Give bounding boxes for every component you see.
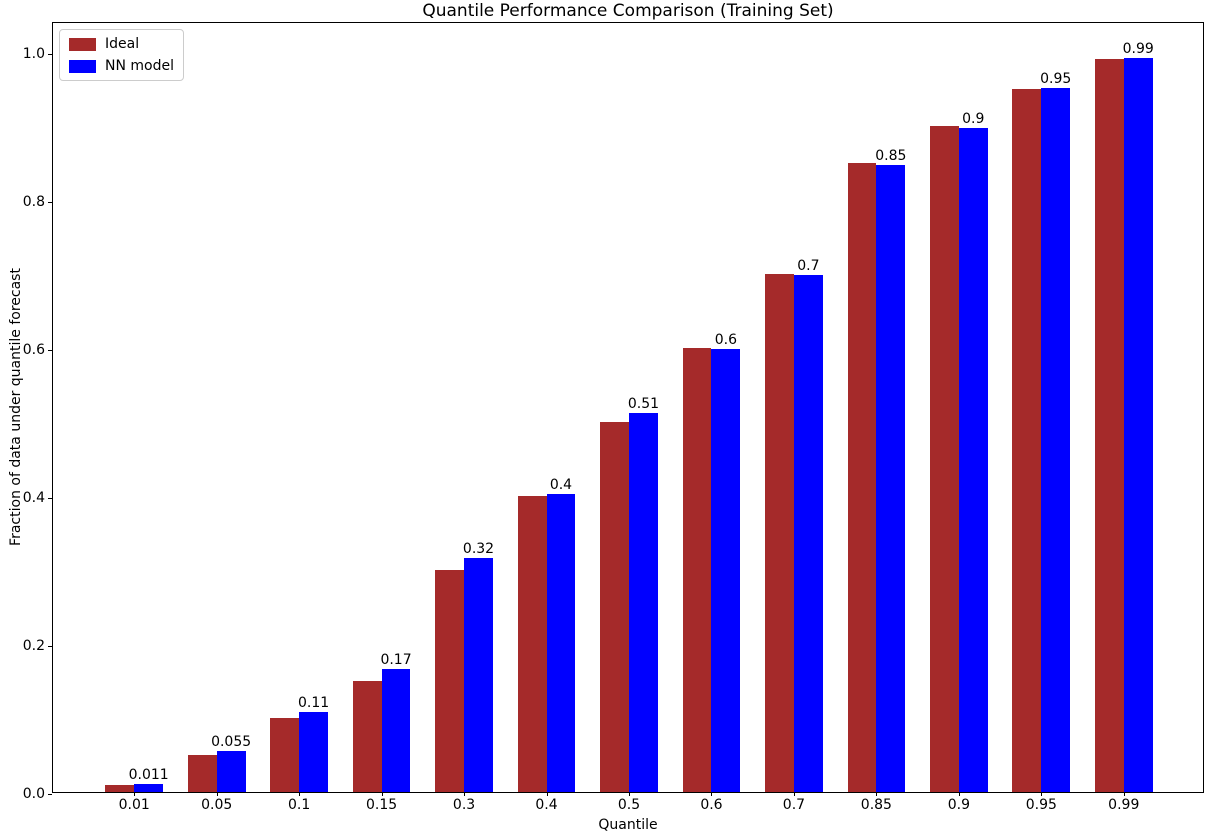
chart-title: Quantile Performance Comparison (Trainin… (422, 1, 834, 21)
x-tick (216, 792, 218, 796)
plot-area: Ideal NN model 0.011 0.055 0.11 0.17 0.32 0.4… (23, 22, 1204, 813)
x-tick-label-0.6: 0.6 (700, 797, 723, 813)
bar-nn-model-0.9 (958, 128, 988, 792)
x-tick-label-0.1: 0.1 (288, 797, 311, 813)
legend-item-nn-model: NN model (69, 58, 174, 74)
x-tick-label-0.4: 0.4 (535, 797, 558, 813)
x-tick (134, 792, 136, 796)
bar-value-label-0.99: 0.99 (1122, 40, 1154, 57)
bar-nn-model-0.3 (464, 558, 493, 792)
bar-nn-model-0.5 (629, 413, 658, 792)
x-tick-label-0.01: 0.01 (118, 797, 150, 813)
x-tick-label-0.3: 0.3 (452, 797, 476, 813)
y-axis-label: Fraction of data under quantile forecast (8, 268, 24, 546)
bar-ideal-0.9 (929, 126, 959, 792)
legend: Ideal NN model (59, 29, 184, 81)
y-tick (48, 349, 52, 351)
bar-ideal-0.6 (682, 348, 712, 792)
bar-ideal-0.4 (517, 496, 547, 792)
x-tick (876, 792, 878, 796)
bar-nn-model-0.85 (876, 165, 906, 792)
bar-nn-model-0.99 (1123, 57, 1153, 792)
y-tick-label: 0.6 (22, 342, 45, 358)
x-tick (546, 792, 548, 796)
bar-value-label-0.5: 0.51 (627, 396, 660, 413)
x-tick-label-0.85: 0.85 (860, 797, 892, 813)
bar-ideal-0.15 (352, 681, 382, 792)
bar-value-label-0.1: 0.11 (297, 695, 330, 712)
bar-value-label-0.01: 0.011 (128, 766, 169, 783)
y-tick-label: 0.2 (22, 638, 45, 654)
x-tick (711, 792, 713, 796)
y-tick-label: 1.0 (22, 46, 45, 62)
y-tick (48, 497, 52, 499)
bar-value-label-0.05: 0.055 (211, 734, 252, 751)
bar-ideal-0.05 (187, 755, 217, 792)
legend-item-ideal: Ideal (69, 36, 174, 52)
bar-nn-model-0.6 (711, 349, 741, 792)
bar-ideal-0.3 (435, 570, 465, 792)
bar-value-label-0.15: 0.17 (380, 652, 412, 669)
x-tick (1123, 792, 1125, 796)
y-tick (48, 793, 52, 795)
bar-nn-model-0.95 (1041, 88, 1071, 792)
bar-ideal-0.01 (105, 784, 135, 792)
bar-ideal-0.99 (1094, 59, 1124, 792)
bar-nn-model-0.15 (381, 669, 411, 792)
bar-value-label-0.4: 0.4 (549, 476, 573, 493)
bar-ideal-0.7 (765, 274, 794, 792)
legend-label-ideal: Ideal (105, 36, 140, 52)
x-tick-label-0.5: 0.5 (617, 797, 641, 813)
x-tick (464, 792, 466, 796)
bar-nn-model-0.7 (793, 275, 823, 792)
x-tick (1041, 792, 1043, 796)
bar-value-label-0.85: 0.85 (875, 148, 907, 165)
bar-value-label-0.95: 0.95 (1040, 71, 1072, 88)
legend-swatch-ideal (69, 37, 96, 51)
x-tick (958, 792, 960, 796)
bar-nn-model-0.4 (546, 493, 576, 792)
bar-ideal-0.85 (847, 163, 877, 792)
x-tick (793, 792, 795, 796)
bar-ideal-0.95 (1012, 89, 1042, 792)
x-tick-label-0.95: 0.95 (1025, 797, 1057, 813)
x-axis-label: Quantile (598, 817, 658, 833)
x-tick-label-0.7: 0.7 (782, 797, 806, 813)
x-tick-label-0.05: 0.05 (201, 797, 233, 813)
x-tick (299, 792, 301, 796)
y-tick-label: 0.4 (22, 490, 45, 506)
x-tick (629, 792, 630, 796)
bar-nn-model-0.1 (299, 712, 328, 792)
bar-ideal-0.1 (270, 718, 300, 792)
bar-value-label-0.9: 0.9 (962, 111, 985, 128)
bar-nn-model-0.05 (216, 751, 246, 792)
x-tick-label-0.15: 0.15 (366, 797, 398, 813)
x-tick (381, 792, 383, 796)
y-tick (48, 201, 52, 203)
y-tick (48, 53, 52, 55)
bar-value-label-0.7: 0.7 (797, 258, 820, 275)
legend-swatch-nn-model (69, 59, 96, 73)
x-tick-label-0.9: 0.9 (947, 797, 970, 813)
y-tick (48, 645, 52, 647)
x-tick-label-0.99: 0.99 (1108, 797, 1140, 813)
bar-ideal-0.5 (600, 422, 629, 792)
bar-nn-model-0.01 (134, 783, 164, 792)
y-tick-label: 0.0 (22, 786, 45, 802)
bar-value-label-0.3: 0.32 (462, 541, 495, 558)
y-tick-label: 0.8 (22, 194, 45, 210)
bar-value-label-0.6: 0.6 (714, 332, 738, 349)
legend-label-nn-model: NN model (105, 58, 174, 74)
